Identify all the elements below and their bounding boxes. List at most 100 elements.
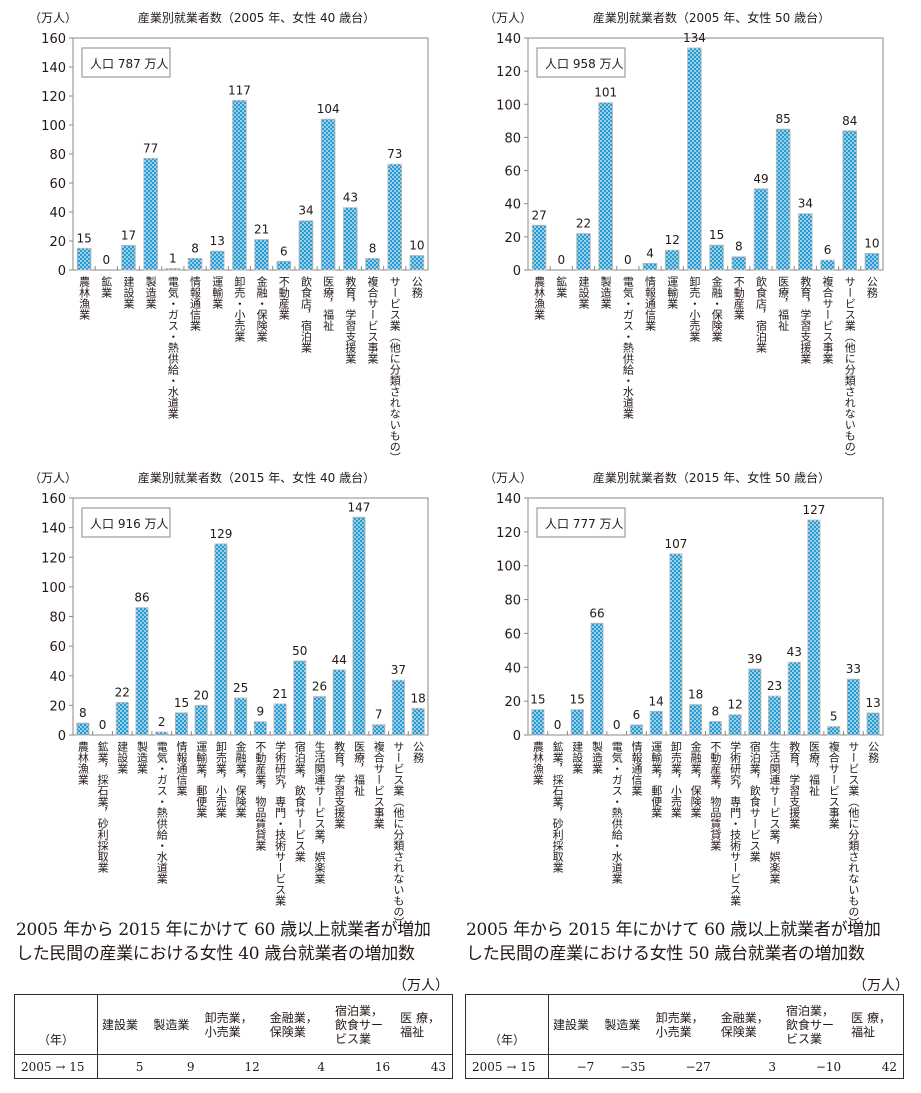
bar (254, 239, 269, 271)
data-label: 86 (134, 591, 149, 605)
caption-line-2: した民間の産業における女性 50 歳台就業者の増加数 (466, 944, 865, 964)
y-tick-label: 40 (504, 198, 521, 213)
industry-column-header: 医 療， 福祉 (400, 1010, 440, 1039)
bar (165, 268, 181, 271)
data-label: 117 (228, 83, 251, 97)
y-tick-label: 100 (496, 98, 521, 113)
bar (846, 678, 860, 736)
bar (194, 704, 208, 736)
x-category-label: 生活関連サービス業，娯楽業 (313, 740, 326, 884)
x-category-label: 運輸業 (666, 276, 679, 309)
x-category-label: 飲食店，宿泊業 (754, 275, 767, 353)
data-label: 84 (842, 114, 857, 128)
x-category-label: 卸売業，小売業 (214, 740, 227, 818)
x-category-label: 金融業，保険業 (234, 740, 247, 818)
industry-column-header: 金融業， 保険業 (269, 1010, 318, 1039)
data-label: 8 (712, 704, 720, 718)
data-label: 21 (272, 687, 287, 701)
industry-column-header: 卸売業， 小売業 (204, 1010, 253, 1039)
population-box: 人口 787 万人 (81, 47, 171, 78)
y-tick-label: 40 (49, 206, 66, 221)
increase-value-cell: 12 (244, 1059, 260, 1074)
x-category-label: 公務 (410, 276, 423, 299)
x-category-label: 公務 (867, 741, 880, 764)
x-category-label: 教育，学習支援業 (788, 741, 801, 829)
bar (352, 516, 366, 736)
chart-title: 産業別就業者数（2005 年、女性 50 歳台） (593, 10, 830, 25)
x-category-label: 複合サービス事業 (821, 275, 834, 364)
x-category-label: 医療，福祉 (352, 741, 365, 797)
y-unit-label: （万人） (484, 11, 532, 25)
x-category-label: 農林漁業 (78, 275, 91, 320)
bar (365, 257, 380, 271)
bar (411, 707, 425, 736)
y-tick-label: 40 (49, 670, 66, 685)
bar (753, 188, 769, 271)
x-category-label: 鉱業 (555, 275, 568, 298)
x-category-label: 鉱業，採石業，砂利採取業 (96, 740, 109, 873)
bar (320, 118, 336, 271)
industry-column-header: 建設業 (553, 1017, 590, 1032)
x-category-label: 農林漁業 (533, 275, 546, 320)
industry-column-header: 卸売業， 小売業 (655, 1010, 704, 1039)
x-category-label: 医療，福祉 (807, 741, 820, 797)
data-label: 6 (280, 244, 288, 258)
y-unit-label: （万人） (29, 471, 77, 485)
data-label: 4 (646, 246, 654, 260)
data-label: 22 (576, 217, 591, 231)
bar (642, 262, 658, 271)
bar (121, 244, 136, 271)
bar (864, 253, 880, 271)
table-unit-label: （万人） (853, 978, 909, 994)
y-tick-label: 0 (513, 264, 521, 279)
population-box: 人口 916 万人 (81, 507, 171, 538)
bar (143, 157, 158, 271)
industry-column-header: 宿泊業， 飲食サー ビス業 (785, 1003, 834, 1046)
x-category-label: 公務 (865, 276, 878, 299)
data-label: 34 (798, 197, 813, 211)
y-tick-label: 100 (496, 560, 521, 575)
data-label: 22 (115, 685, 130, 699)
bar (731, 256, 747, 271)
increase-value-cell: −27 (685, 1059, 711, 1074)
data-label: 12 (665, 233, 680, 247)
data-label: 34 (298, 204, 313, 218)
data-label: 8 (369, 241, 377, 255)
bar (187, 257, 203, 271)
caption-line-1: 2005 年から 2015 年にかけて 60 歳以上就業者が増加 (466, 920, 881, 940)
bar (293, 660, 307, 736)
data-label: 8 (735, 240, 743, 254)
population-label: 人口 777 万人 (545, 517, 624, 531)
data-label: 18 (688, 688, 703, 702)
x-category-label: サービス業（他に分類されないもの） (392, 741, 405, 928)
x-category-label: 製造業 (136, 740, 149, 774)
chart-title: 産業別就業者数（2015 年、女性 50 歳台） (593, 470, 830, 485)
y-tick-label: 40 (504, 661, 521, 676)
data-label: 107 (664, 537, 687, 551)
bar (276, 260, 292, 271)
bar (531, 224, 547, 271)
data-label: 5 (830, 710, 838, 724)
bar (174, 712, 188, 736)
industry-column-header: 宿泊業， 飲食サー ビス業 (334, 1003, 383, 1046)
data-label: 15 (570, 693, 585, 707)
bar (798, 213, 813, 271)
x-category-label: 電気・ガス・熱供給・水道業 (610, 741, 623, 884)
table-caption-40s: 2005 年から 2015 年にかけて 60 歳以上就業者が増加 した民間の産業… (16, 918, 431, 966)
x-category-label: 不動産業，物品賃貸業 (709, 741, 722, 851)
increase-value-cell: 16 (374, 1059, 391, 1074)
increase-value-cell: −35 (620, 1059, 646, 1074)
data-label: 37 (391, 663, 406, 677)
bar (391, 679, 405, 736)
x-category-label: 運輸業，郵便業 (650, 741, 663, 818)
data-label: 0 (102, 253, 110, 267)
x-category-label: 複合サービス事業 (827, 740, 840, 829)
population-box: 人口 958 万人 (536, 47, 626, 78)
x-category-label: 農林漁業 (76, 740, 89, 785)
bar (372, 724, 386, 736)
industry-column-header: 医 療， 福祉 (851, 1010, 891, 1039)
data-label: 0 (557, 253, 565, 267)
bar (687, 47, 702, 271)
x-category-label: 建設業 (122, 275, 135, 309)
table-header-row: （年） 建設業 製造業 卸売業， 小売業 金融業， 保険業 宿泊業， 飲食サー ビス業医 療， 福祉 (465, 994, 904, 1055)
